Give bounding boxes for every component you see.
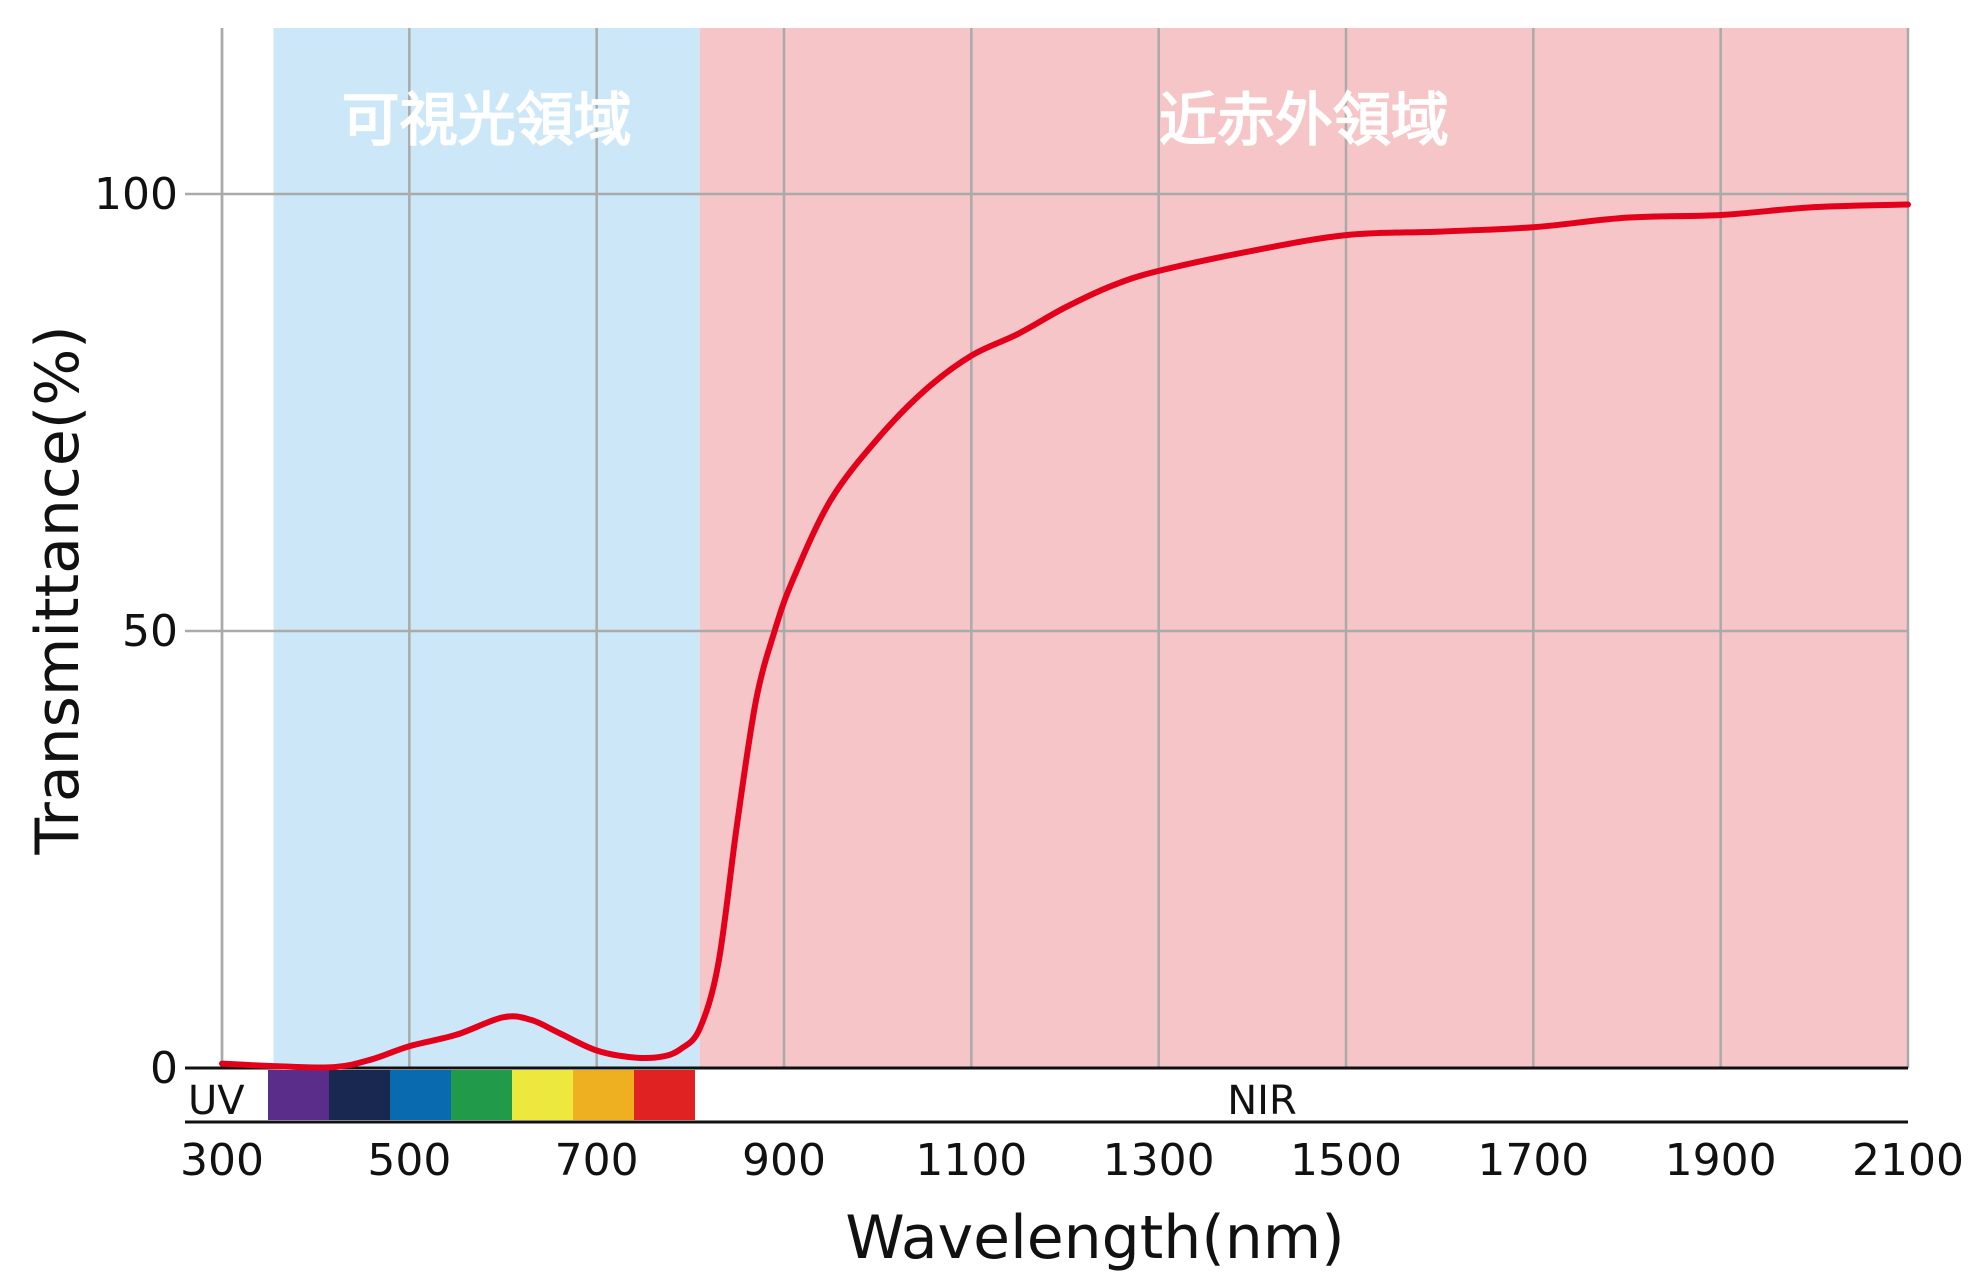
x-tick-label: 1100 [915,1135,1027,1186]
x-tick-label: 1500 [1290,1135,1402,1186]
x-tick-label: 1900 [1665,1135,1777,1186]
nir-label: NIR [1227,1078,1297,1124]
x-tick-label: 300 [180,1135,264,1186]
regions-layer [273,28,1909,1068]
uv-label: UV [188,1078,245,1124]
region-near-infrared [699,28,1909,1068]
y-tick-label: 100 [94,169,178,220]
transmittance-series-line [219,201,1911,1071]
y-tick-label: 0 [150,1043,178,1094]
visible-color-swatch [390,1070,451,1120]
region-visible [273,28,700,1068]
visible-color-swatch [573,1070,634,1120]
region-label: 可視光領域 [342,86,632,154]
visible-color-swatch [634,1070,695,1120]
y-tick-label: 50 [122,606,178,657]
x-tick-label: 900 [742,1135,826,1186]
visible-color-swatch [268,1070,329,1120]
x-axis-title: Wavelength(nm) [845,1203,1344,1273]
series-layer [219,201,1911,1071]
x-tick-label: 1300 [1103,1135,1215,1186]
visible-color-swatch [512,1070,573,1120]
x-tick-label: 700 [555,1135,639,1186]
x-tick-label: 2100 [1852,1135,1964,1186]
grid-layer [185,28,1910,1068]
spectrum-band: UV NIR [185,1066,1908,1124]
visible-color-swatch [329,1070,390,1120]
visible-color-swatch [451,1070,512,1120]
x-tick-label: 1700 [1477,1135,1589,1186]
x-tick-label: 500 [367,1135,451,1186]
y-axis-title: Transmittance(%) [23,325,93,855]
region-label: 近赤外領域 [1159,86,1449,154]
